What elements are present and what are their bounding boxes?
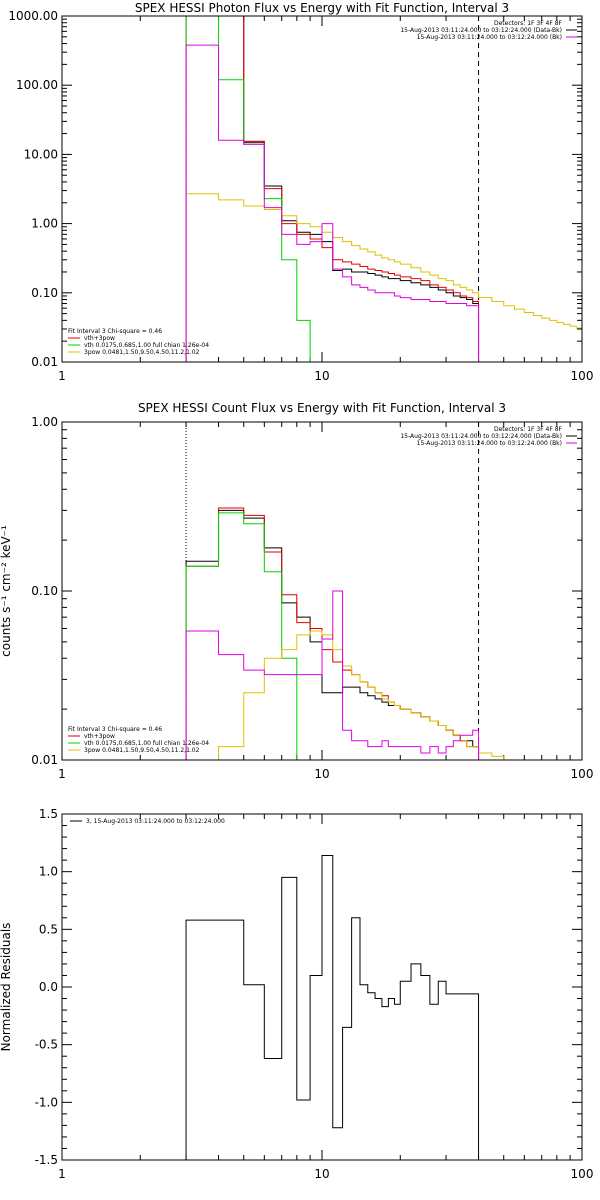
legend-entry: Fit Interval 3 Chi-square = 0.46 <box>68 726 162 733</box>
plot-panel-2: SPEX HESSI Count Flux vs Energy with Fit… <box>0 401 594 781</box>
y-tick-label: 0.10 <box>31 286 58 300</box>
plot-frame <box>61 15 583 363</box>
series-vth <box>185 512 298 760</box>
y-axis-label: Normalized Residuals <box>0 923 13 1052</box>
series-vth-3pow <box>185 507 480 760</box>
series-bk <box>185 44 480 362</box>
legend-entry: vth 0.0175,0.685,1.00 full chian 1.26e-0… <box>84 342 209 349</box>
series-bk <box>185 590 480 760</box>
series-3pow <box>218 630 515 760</box>
x-tick-label: 10 <box>314 369 329 383</box>
y-tick-label: 0.01 <box>31 355 58 369</box>
legend-entry: 15-Aug-2013 03:11:24.000 to 03:12:24.000… <box>400 433 562 440</box>
plot-frame <box>61 421 583 761</box>
legend-entry: 15-Aug-2013 03:11:24.000 to 03:12:24.000… <box>417 440 562 447</box>
y-tick-label: 1.5 <box>39 807 58 821</box>
legend-entry: Detectors: 1F 3F 4F 8F <box>494 20 563 27</box>
y-tick-label: -0.5 <box>35 1038 58 1052</box>
legend-entry: Detectors: 1F 3F 4F 8F <box>494 426 563 433</box>
y-tick-label: -1.5 <box>35 1153 58 1167</box>
series-residuals <box>185 855 480 1160</box>
series-3pow <box>185 193 582 362</box>
y-tick-label: -1.0 <box>35 1095 58 1109</box>
legend-entry: 15-Aug-2013 03:11:24.000 to 03:12:24.000… <box>400 27 562 34</box>
chart-title: SPEX HESSI Count Flux vs Energy with Fit… <box>138 401 506 415</box>
legend-entry: vth+3pow <box>84 335 115 342</box>
x-tick-label: 1 <box>58 767 66 781</box>
series-vth <box>185 16 311 362</box>
x-tick-label: 100 <box>571 1167 594 1181</box>
legend-entry: vth 0.0175,0.685,1.00 full chian 1.26e-0… <box>84 740 209 747</box>
x-tick-label: 100 <box>571 767 594 781</box>
legend-entry: 3pow 0.0481,1.50,9.50,4.50,11.2,1.02 <box>84 747 200 754</box>
legend-entry: 3, 15-Aug-2013 03:11:24.000 to 03:12:24.… <box>86 818 225 825</box>
y-tick-label: 100.00 <box>16 78 58 92</box>
legend-entry: 15-Aug-2013 03:11:24.000 to 03:12:24.000… <box>417 34 562 41</box>
x-tick-label: 100 <box>571 369 594 383</box>
y-axis-label: counts s⁻¹ cm⁻² keV⁻¹ <box>0 525 13 657</box>
plot-frame <box>61 813 583 1161</box>
series-data-bk <box>185 509 480 760</box>
legend-entry: vth+3pow <box>84 733 115 740</box>
x-tick-label: 10 <box>314 767 329 781</box>
y-tick-label: 0.01 <box>31 753 58 767</box>
y-tick-label: 10.00 <box>24 147 58 161</box>
y-tick-label: 0.0 <box>39 980 58 994</box>
legend-entry: 3pow 0.0481,1.50,9.50,4.50,11.2,1.02 <box>84 349 200 356</box>
legend-entry: Fit Interval 3 Chi-square = 0.46 <box>68 328 162 335</box>
y-tick-label: 0.5 <box>39 922 58 936</box>
x-tick-label: 1 <box>58 1167 66 1181</box>
chart-title: SPEX HESSI Photon Flux vs Energy with Fi… <box>135 1 509 15</box>
y-tick-label: 0.10 <box>31 584 58 598</box>
x-tick-label: 1 <box>58 369 66 383</box>
series-data-bk <box>185 16 480 362</box>
series-vth-3pow <box>185 16 480 362</box>
x-tick-label: 10 <box>314 1167 329 1181</box>
plot-panel-3: Normalized Residuals 1 10 100 -1.5 -1.0 -0.5 0.… <box>0 807 593 1181</box>
plot-panel-1: SPEX HESSI Photon Flux vs Energy with Fi… <box>8 1 594 383</box>
y-tick-label: 1.0 <box>39 865 58 879</box>
y-tick-label: 1.00 <box>31 217 58 231</box>
y-tick-label: 1.00 <box>31 415 58 429</box>
y-tick-label: 1000.00 <box>8 9 58 23</box>
